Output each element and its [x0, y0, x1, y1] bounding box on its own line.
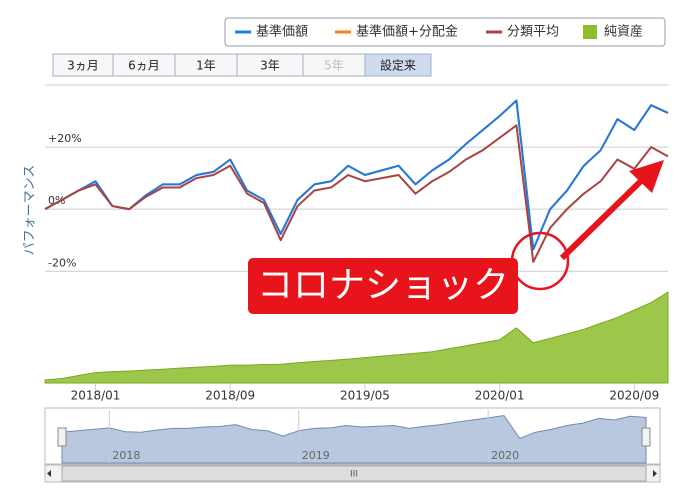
x-tick-label: 2020/01 — [475, 389, 525, 403]
range-button-label[interactable]: 設定来 — [380, 58, 416, 73]
x-tick-label: 2018/01 — [71, 389, 121, 403]
y-tick-label: +20% — [48, 132, 82, 145]
annotation-box — [248, 258, 518, 314]
range-button-label[interactable]: 3ヵ月 — [67, 59, 99, 73]
navigator-handle[interactable] — [57, 427, 67, 447]
x-tick-label: 2019/05 — [340, 389, 390, 403]
range-button-label: 5年 — [324, 59, 344, 73]
line — [44, 124, 669, 263]
legend-box — [224, 17, 666, 47]
navigator-area — [61, 414, 647, 464]
line — [44, 99, 669, 251]
scroll-left[interactable] — [47, 470, 51, 477]
y-tick-label: 0% — [48, 194, 65, 207]
plot-area — [45, 85, 668, 383]
legend-label[interactable]: 基準価額+分配金 — [356, 24, 458, 40]
range-button[interactable] — [364, 53, 432, 77]
range-button-label[interactable]: 3年 — [260, 59, 280, 73]
arrow-shaft — [559, 174, 648, 261]
range-button-label[interactable]: 1年 — [196, 59, 216, 73]
legend-label[interactable]: 純資産 — [604, 24, 643, 40]
range-button-label[interactable]: 6ヵ月 — [128, 59, 160, 73]
area — [44, 291, 669, 384]
y-tick-label: -20% — [48, 256, 76, 269]
x-tick-label: 2020/09 — [609, 389, 659, 403]
scroll-right[interactable] — [653, 470, 657, 477]
annotation-text: コロナショック — [257, 265, 509, 306]
x-tick-label: 2018/09 — [205, 389, 255, 403]
arrow-head — [629, 160, 664, 193]
navigator-label: 2019 — [302, 449, 330, 462]
navigator-label: 2020 — [491, 449, 519, 462]
navigator-handle[interactable] — [641, 427, 651, 447]
scrollbar-thumb[interactable] — [61, 465, 647, 482]
legend-swatch — [583, 25, 597, 39]
y-axis-title: パフォーマンス — [23, 165, 38, 256]
legend-label[interactable]: 基準価額 — [256, 24, 308, 40]
navigator-label: 2018 — [112, 449, 140, 462]
scrollbar-grip: III — [350, 470, 358, 480]
legend-label[interactable]: 分類平均 — [507, 25, 559, 40]
